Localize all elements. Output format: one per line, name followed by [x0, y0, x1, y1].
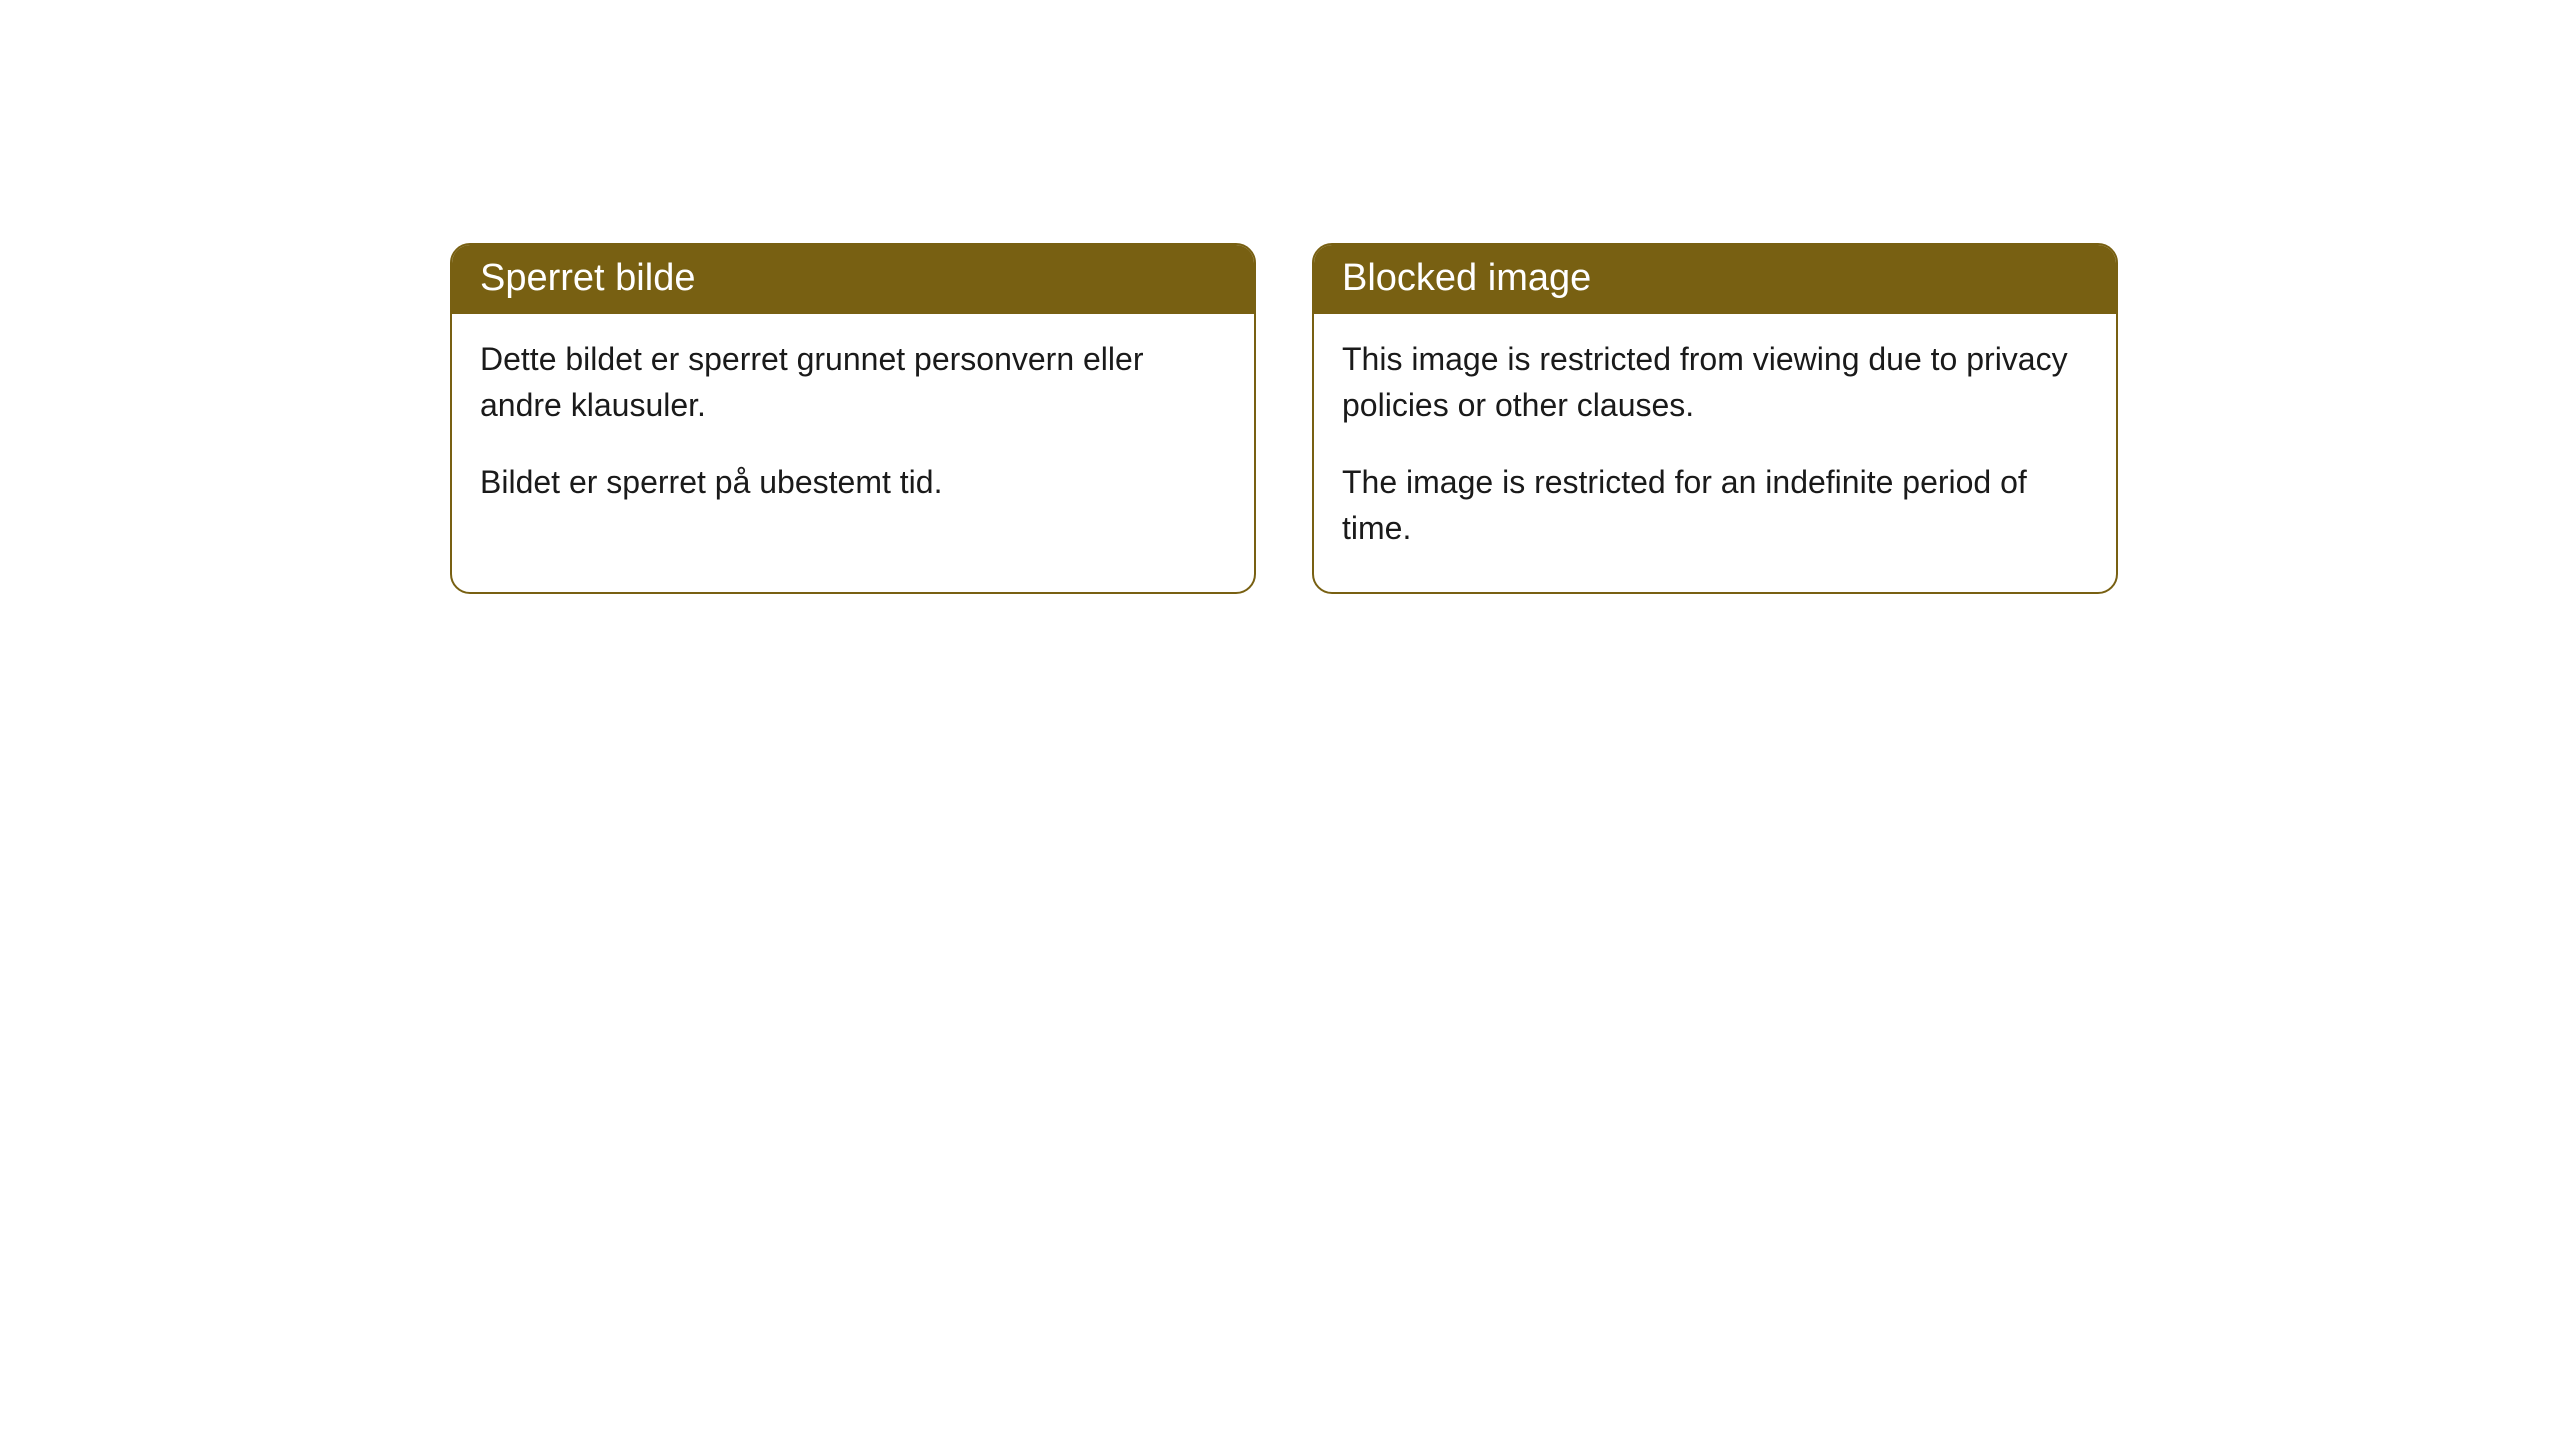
card-paragraph-2-norwegian: Bildet er sperret på ubestemt tid. — [480, 459, 1226, 505]
card-norwegian: Sperret bilde Dette bildet er sperret gr… — [450, 243, 1256, 594]
card-header-norwegian: Sperret bilde — [452, 245, 1254, 314]
cards-container: Sperret bilde Dette bildet er sperret gr… — [0, 0, 2560, 594]
card-body-english: This image is restricted from viewing du… — [1314, 314, 2116, 592]
card-paragraph-1-norwegian: Dette bildet er sperret grunnet personve… — [480, 336, 1226, 429]
card-paragraph-1-english: This image is restricted from viewing du… — [1342, 336, 2088, 429]
card-paragraph-2-english: The image is restricted for an indefinit… — [1342, 459, 2088, 552]
card-body-norwegian: Dette bildet er sperret grunnet personve… — [452, 314, 1254, 545]
card-header-english: Blocked image — [1314, 245, 2116, 314]
card-english: Blocked image This image is restricted f… — [1312, 243, 2118, 594]
